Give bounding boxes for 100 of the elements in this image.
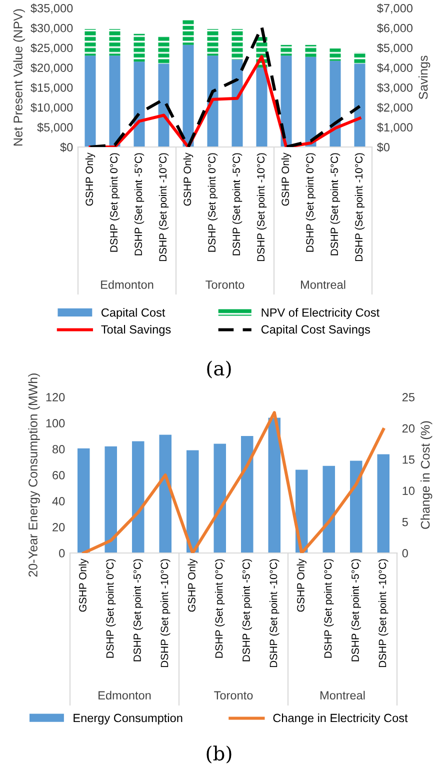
x-tick-label: DSHP (Set point -10°C)	[378, 559, 388, 668]
bar	[330, 60, 341, 147]
y2-tick-label: 0	[402, 549, 408, 558]
x-tick-label: DSHP (Set point 0°C)	[306, 153, 316, 252]
x-tick-label: DSHP (Set point -5°C)	[232, 153, 242, 256]
text: (a)	[207, 360, 231, 378]
x-tick-label: DSHP (Set point -5°C)	[351, 559, 361, 662]
bar	[268, 418, 281, 553]
text: Edmonton	[101, 280, 154, 289]
legend-label: NPV of Electricity Cost	[262, 308, 380, 320]
legend-label: Energy Consumption	[74, 713, 182, 725]
y-tick-label: $10,000	[30, 102, 73, 114]
bar	[354, 64, 366, 147]
y-tick-label: $20,000	[30, 63, 73, 74]
y2-tick-label: $2,000	[376, 102, 413, 114]
bar	[134, 62, 145, 147]
bar	[84, 56, 96, 147]
legend-label: Capital Cost	[102, 308, 166, 320]
x-tick-label: DSHP (Set point -10°C)	[160, 559, 170, 668]
y-tick-label: $30,000	[30, 23, 73, 34]
legend-label: Total Savings	[101, 324, 171, 336]
bar	[305, 44, 316, 57]
y-tick-label: 120	[46, 393, 65, 402]
text: (b)	[206, 746, 232, 764]
x-tick-label: DSHP (Set point -10°C)	[270, 559, 280, 668]
x-tick-label: DSHP (Set point -10°C)	[354, 153, 365, 262]
line-series	[88, 25, 362, 147]
y-axis-title: Net Present Value (NPV)	[13, 9, 25, 146]
x-tick-label: DSHP (Set point -5°C)	[242, 559, 252, 662]
bar	[305, 56, 316, 147]
bar	[207, 29, 218, 56]
x-tick-label: GSHP Only	[296, 558, 306, 612]
legend-label: Capital Cost Savings	[261, 324, 370, 336]
y2-tick-label: $4,000	[376, 63, 413, 74]
text: Montreal	[320, 690, 365, 700]
x-tick-label: DSHP (Set point -10°C)	[158, 153, 169, 262]
bar	[182, 20, 194, 45]
y2-tick-label: 20	[402, 424, 415, 433]
y-tick-label: 60	[52, 471, 65, 480]
y2-axis-title: Savings	[418, 56, 430, 100]
bar	[280, 56, 292, 147]
bar	[256, 68, 268, 147]
text: Montreal	[301, 280, 346, 289]
bar	[232, 29, 243, 60]
bar	[109, 56, 120, 147]
y-axis-title: 20-Year Energy Consumption (MWh)	[28, 374, 40, 577]
x-tick-label: DSHP (Set point 0°C)	[324, 559, 334, 658]
text: Toronto	[206, 280, 244, 289]
x-tick-label: DSHP (Set point 0°C)	[106, 559, 116, 658]
y2-tick-label: $6,000	[376, 23, 413, 34]
x-tick-label: GSHP Only	[188, 558, 198, 612]
bar	[322, 466, 336, 553]
y-tick-label: $5,000	[37, 122, 73, 133]
x-tick-label: DSHP (Set point 0°C)	[208, 153, 218, 252]
bar	[354, 52, 366, 64]
bar	[214, 444, 226, 553]
bar	[158, 64, 170, 147]
y2-axis-title: Change in Cost (%)	[420, 421, 432, 529]
y2-tick-label: $5,000	[376, 43, 413, 54]
y-tick-label: $35,000	[30, 4, 73, 14]
x-tick-label: DSHP (Set point -5°C)	[330, 153, 340, 256]
y2-tick-label: $1,000	[376, 122, 413, 133]
bar	[109, 29, 120, 56]
bar	[377, 454, 390, 553]
text: Toronto	[214, 691, 253, 700]
y2-tick-label: 5	[402, 518, 408, 526]
bar	[132, 441, 144, 553]
bar	[159, 434, 172, 553]
bar	[240, 436, 254, 553]
y2-tick-label: $0	[376, 142, 390, 152]
x-tick-label: GSHP Only	[78, 558, 88, 612]
bar	[158, 36, 170, 64]
y-tick-label: $25,000	[30, 43, 73, 54]
bar	[186, 450, 199, 553]
bar	[330, 48, 341, 61]
x-tick-label: DSHP (Set point 0°C)	[110, 153, 120, 252]
line-series	[82, 411, 385, 553]
y2-tick-label: $3,000	[376, 82, 413, 94]
bar	[134, 34, 145, 62]
y-tick-label: 20	[52, 523, 65, 532]
text: Edmonton	[98, 690, 151, 700]
legend-label: Change in Electricity Cost	[273, 713, 408, 725]
y-tick-label: 0	[59, 549, 65, 558]
x-tick-label: DSHP (Set point -5°C)	[133, 559, 143, 662]
y-tick-label: 100	[46, 419, 65, 428]
x-tick-label: GSHP Only	[85, 152, 96, 206]
y2-tick-label: 25	[402, 393, 414, 402]
x-tick-label: GSHP Only	[281, 152, 292, 206]
x-tick-label: DSHP (Set point -10°C)	[256, 153, 267, 262]
bar	[350, 460, 362, 553]
y-tick-label: 40	[52, 497, 65, 506]
bar	[280, 44, 292, 56]
y-tick-label: 80	[52, 445, 65, 454]
bar	[104, 446, 118, 553]
y2-tick-label: $7,000	[376, 4, 413, 14]
y-tick-label: $0	[60, 142, 73, 152]
bar	[182, 44, 194, 147]
bar	[77, 448, 90, 553]
y-tick-label: $15,000	[30, 82, 73, 94]
y2-tick-label: 15	[402, 456, 414, 464]
